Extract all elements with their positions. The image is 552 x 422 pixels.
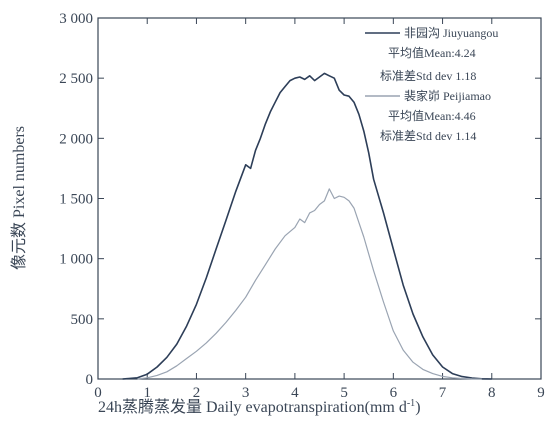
x-tick-label: 2 [193,385,201,401]
y-tick-label: 2 000 [59,131,93,147]
legend-stat-mean-jiuyuangou: 平均值Mean:4.24 [388,45,476,60]
x-tick-label: 5 [340,385,348,401]
legend-stat-std-jiuyuangou: 标准差Std dev 1.18 [380,69,476,83]
y-tick-label: 500 [71,312,94,328]
x-tick-label: 3 [242,385,250,401]
x-axis-label: 24h蒸腾蒸发量 Daily evapotranspiration(mm d-1… [98,398,421,416]
x-tick-label: 4 [291,385,299,401]
series-line-peijiamao [137,188,482,380]
x-tick-label: 9 [537,385,545,401]
x-tick-label: 0 [94,385,102,401]
legend-label-jiuyuangou: 非园沟 Jiuyuangou [404,26,498,40]
x-tick-label: 1 [143,385,151,401]
x-axis-label-tail: ) [415,399,420,416]
x-axis-label-superscript: -1 [407,398,415,409]
series-lines [122,72,492,380]
legend: 非园沟 Jiuyuangou 平均值Mean:4.24 标准差Std dev 1… [365,26,498,143]
y-tick-label: 3 000 [59,11,93,27]
x-tick-label: 7 [439,385,447,401]
series-line-jiuyuangou [122,72,492,380]
y-tick-label: 2 500 [59,71,93,87]
axis-ticks [97,17,542,380]
y-tick-label: 1 500 [59,192,93,208]
x-axis-label-main: 24h蒸腾蒸发量 Daily evapotranspiration(mm d [98,398,407,416]
legend-label-peijiamao: 裴家峁 Peijiamao [404,88,491,103]
x-tick-label: 6 [390,385,398,401]
y-axis-label: 像元数 Pixel numbers [10,126,28,270]
y-tick-label: 1 000 [59,252,93,268]
legend-stat-std-peijiamao: 标准差Std dev 1.14 [380,129,476,143]
y-tick-label: 0 [86,372,94,388]
axis-tick-labels: 0 1 2 3 4 5 6 7 8 9 0 500 1 000 1 500 2 000 2 500 3 000 [59,11,545,401]
x-tick-label: 8 [488,385,496,401]
plot-area [97,17,542,380]
legend-stat-mean-peijiamao: 平均值Mean:4.46 [388,108,476,123]
plot-frame [97,17,542,380]
